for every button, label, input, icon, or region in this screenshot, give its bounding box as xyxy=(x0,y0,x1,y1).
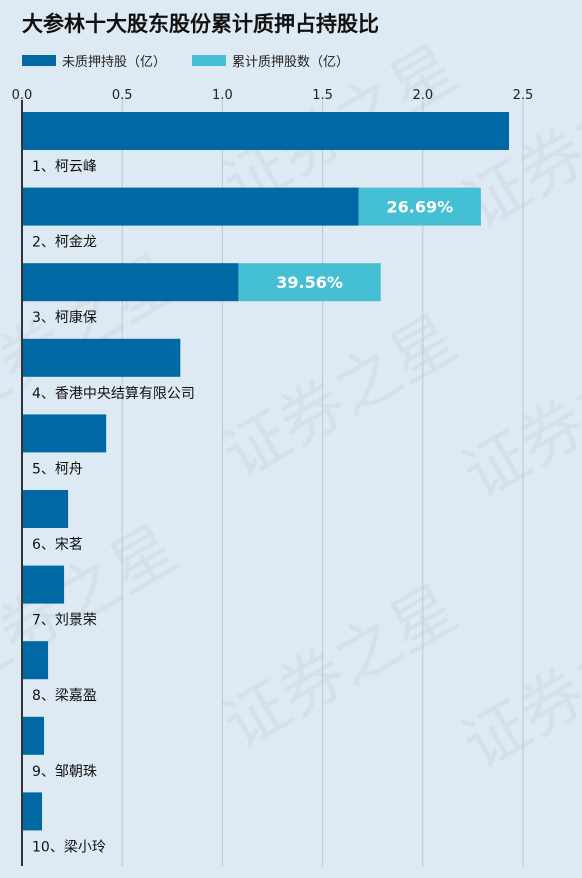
category-label: 2、柯金龙 xyxy=(32,235,97,251)
watermark-text: 证券之星 xyxy=(211,572,470,764)
category-label: 3、柯康保 xyxy=(32,309,97,326)
bar-unpledged xyxy=(22,338,181,377)
x-tick-label: 1.0 xyxy=(212,88,233,103)
x-tick-label: 2.0 xyxy=(412,88,433,103)
pledge-ratio-label: 26.69% xyxy=(386,198,453,217)
bar-unpledged xyxy=(22,716,45,755)
chart-title: 大参林十大股东股份累计质押占持股比 xyxy=(22,12,379,36)
bar-unpledged xyxy=(22,792,43,831)
grid-lines xyxy=(121,100,524,866)
bar-unpledged xyxy=(22,263,239,302)
category-label: 7、刘景荣 xyxy=(32,613,97,629)
legend-label-pledged: 累计质押股数（亿） xyxy=(232,55,350,70)
bar-unpledged xyxy=(22,187,359,226)
bar-pledged xyxy=(358,187,481,226)
legend: 未质押持股（亿） 累计质押股数（亿） xyxy=(22,51,349,70)
bar-unpledged xyxy=(22,565,65,604)
x-axis-ticks: 0.0 0.5 1.0 1.5 2.0 2.5 xyxy=(12,88,534,103)
legend-item-unpledged: 未质押持股（亿） xyxy=(22,51,166,70)
category-label: 1、柯云峰 xyxy=(32,159,97,175)
category-label: 8、梁嘉盈 xyxy=(32,688,97,704)
legend-item-pledged: 累计质押股数（亿） xyxy=(192,51,349,70)
watermark-text: 证券之星 xyxy=(451,592,582,784)
x-tick-label: 0.0 xyxy=(12,88,33,103)
bar-unpledged xyxy=(22,414,107,453)
legend-label-unpledged: 未质押持股（亿） xyxy=(62,55,167,70)
x-tick-label: 0.5 xyxy=(112,88,133,103)
category-label: 9、邹朝珠 xyxy=(32,764,97,780)
bar-unpledged xyxy=(22,490,69,528)
legend-swatch-pledged xyxy=(192,55,227,66)
pledge-ratio-label: 39.56% xyxy=(276,273,343,292)
category-labels: 1、柯云峰 26.69% 2、柯金龙 39.56% 3、柯康保 4、香港中央结算有限公司 5… xyxy=(32,159,453,855)
watermark-text: 证券之星 xyxy=(211,302,470,494)
x-tick-label: 2.5 xyxy=(513,88,534,103)
legend-swatch-unpledged xyxy=(22,55,56,66)
category-label: 4、香港中央结算有限公司 xyxy=(32,386,195,402)
bar-pledged xyxy=(238,263,381,302)
bar-unpledged xyxy=(22,112,509,150)
category-label: 6、宋茗 xyxy=(32,537,83,553)
watermark-text: 证券之星 xyxy=(451,322,582,514)
category-label: 10、梁小玲 xyxy=(32,839,106,855)
bar-unpledged xyxy=(22,641,49,680)
category-label: 5、柯舟 xyxy=(32,461,83,477)
bars xyxy=(22,112,509,831)
x-tick-label: 1.5 xyxy=(312,88,333,103)
